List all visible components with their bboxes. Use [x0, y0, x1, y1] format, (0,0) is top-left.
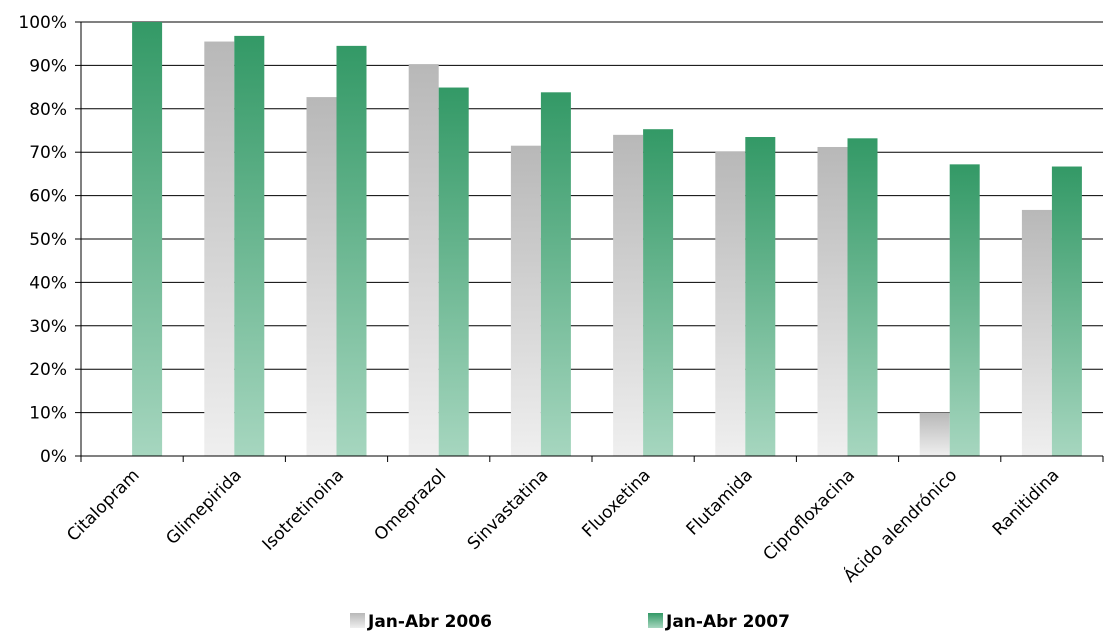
- y-tick-label: 30%: [29, 317, 67, 337]
- category-label: Isotretinoina: [259, 465, 348, 554]
- bar-2006: [510, 145, 541, 456]
- bar-2007: [847, 138, 878, 456]
- legend: Jan-Abr 2006 Jan-Abr 2007: [350, 612, 790, 632]
- category-label: Omeprazol: [371, 465, 451, 545]
- y-tick-label: 0%: [40, 447, 67, 467]
- category-label: Flutamida: [683, 465, 757, 539]
- bar-2006: [408, 64, 439, 457]
- y-tick-label: 90%: [29, 56, 67, 76]
- bar-2006: [1021, 209, 1052, 456]
- y-tick-labels: 0% 10% 20% 30% 40% 50% 60% 70% 80% 90% 100%: [18, 13, 67, 467]
- y-tick-label: 100%: [18, 13, 67, 33]
- bars: [132, 22, 1082, 457]
- category-label: Ranitidina: [989, 465, 1064, 540]
- bar-2006: [306, 97, 337, 456]
- y-tick-label: 50%: [29, 230, 67, 250]
- bar-2007: [1051, 166, 1082, 456]
- bar-2007: [132, 22, 163, 456]
- bar-2007: [234, 35, 265, 456]
- bar-2007: [336, 45, 367, 457]
- legend-swatch: [648, 613, 663, 628]
- bar-2007: [438, 87, 469, 456]
- bar-2006: [919, 412, 950, 456]
- legend-swatch: [350, 613, 365, 628]
- category-labels: Citalopram Glimepirida Isotretinoina Omepra…: [63, 464, 1063, 587]
- y-tick-label: 60%: [29, 187, 67, 207]
- axes: [80, 22, 1104, 462]
- category-label: Fluoxetina: [578, 465, 654, 541]
- category-label: Ácido alendrónico: [839, 464, 962, 587]
- bar-2006: [204, 41, 235, 456]
- category-label: Sinvastatina: [464, 465, 553, 554]
- bar-2006: [613, 134, 644, 456]
- bar-2007: [643, 129, 674, 456]
- legend-label: Jan-Abr 2007: [665, 612, 790, 631]
- y-tick-label: 70%: [29, 143, 67, 163]
- category-label: Ciprofloxacina: [760, 465, 860, 565]
- y-tick-label: 80%: [29, 100, 67, 120]
- y-tick-label: 40%: [29, 273, 67, 293]
- bar-2006: [817, 146, 848, 456]
- bar-2007: [745, 137, 776, 456]
- bar-2007: [540, 92, 571, 457]
- legend-label: Jan-Abr 2006: [367, 612, 492, 631]
- bar-2007: [949, 164, 980, 457]
- bar-2006: [715, 151, 746, 457]
- category-label: Citalopram: [63, 465, 143, 545]
- y-tick-label: 10%: [29, 404, 67, 424]
- y-tick-label: 20%: [29, 360, 67, 380]
- category-label: Glimepirida: [162, 465, 245, 548]
